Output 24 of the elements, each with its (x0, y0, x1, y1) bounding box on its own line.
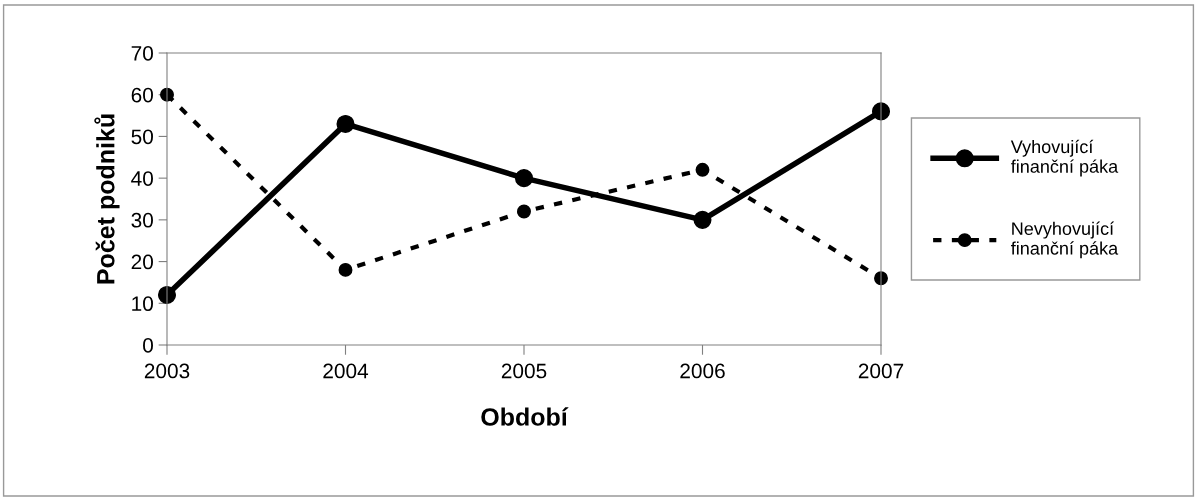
point (338, 262, 353, 277)
x-tick-label: 2004 (323, 363, 369, 379)
x-tick-label: 2003 (144, 363, 190, 379)
y-tick-label: 30 (131, 212, 153, 228)
legend-label: Vyhovující finanční páka (1010, 139, 1119, 177)
y-tick-label: 40 (131, 171, 153, 186)
x-tick-label: 2007 (858, 363, 904, 379)
point (517, 204, 531, 219)
point (336, 114, 355, 133)
point (695, 162, 710, 177)
point (514, 169, 534, 188)
y-tick-label: 70 (131, 46, 153, 61)
point (157, 285, 177, 304)
y-tick-label: 50 (131, 129, 153, 145)
y-tick-label: 20 (131, 254, 153, 270)
x-tick-label: 2006 (680, 363, 725, 379)
x-tick-label: 2005 (501, 363, 547, 379)
y-tick-label: 60 (131, 87, 153, 103)
y-axis-title: Počet podniků (94, 114, 120, 284)
x-axis-title: Období (481, 407, 569, 426)
legend-label: Nevyhovující finanční páka (1011, 221, 1119, 259)
y-tick-label: 10 (132, 296, 153, 312)
point (693, 210, 712, 229)
y-tick-label: 0 (143, 338, 153, 353)
